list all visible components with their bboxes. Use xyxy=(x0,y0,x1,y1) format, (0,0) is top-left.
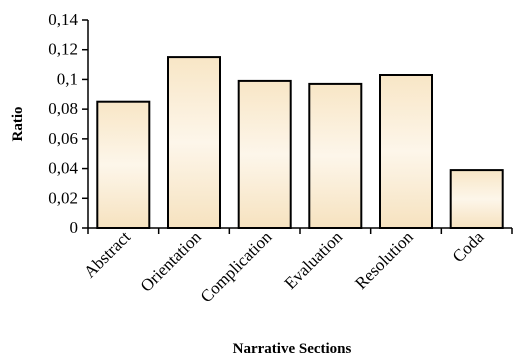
y-tick-label: 0,06 xyxy=(48,129,78,148)
y-axis-title: Ratio xyxy=(10,107,26,142)
bar-abstract xyxy=(96,100,151,229)
y-tick-label: 0,1 xyxy=(57,69,78,88)
bar-coda xyxy=(449,169,504,230)
x-tick-label: Evaluation xyxy=(281,227,347,293)
bar-resolution xyxy=(379,74,433,229)
bars-layer xyxy=(96,56,504,230)
y-tick-label: 0,04 xyxy=(48,159,78,178)
y-tick-label: 0,02 xyxy=(48,188,78,207)
x-tick-label: Resolution xyxy=(351,227,417,293)
bar-orientation xyxy=(167,56,221,229)
x-tick-label: Abstract xyxy=(80,227,134,281)
y-tick-label: 0 xyxy=(70,218,79,237)
x-tick-label: Coda xyxy=(449,227,488,266)
y-tick-label: 0,12 xyxy=(48,40,78,59)
x-axis-title: Narrative Sections xyxy=(233,341,352,357)
y-axis: 0 0,02 0,04 0,06 0,08 0,1 0,12 0,14 xyxy=(48,10,89,237)
bar-complication xyxy=(237,79,292,230)
x-tick-label: Orientation xyxy=(137,227,206,296)
y-tick-label: 0,08 xyxy=(48,99,78,118)
bar-evaluation xyxy=(308,82,363,230)
y-tick-label: 0,14 xyxy=(48,10,78,29)
x-tick-label: Complication xyxy=(197,227,276,306)
